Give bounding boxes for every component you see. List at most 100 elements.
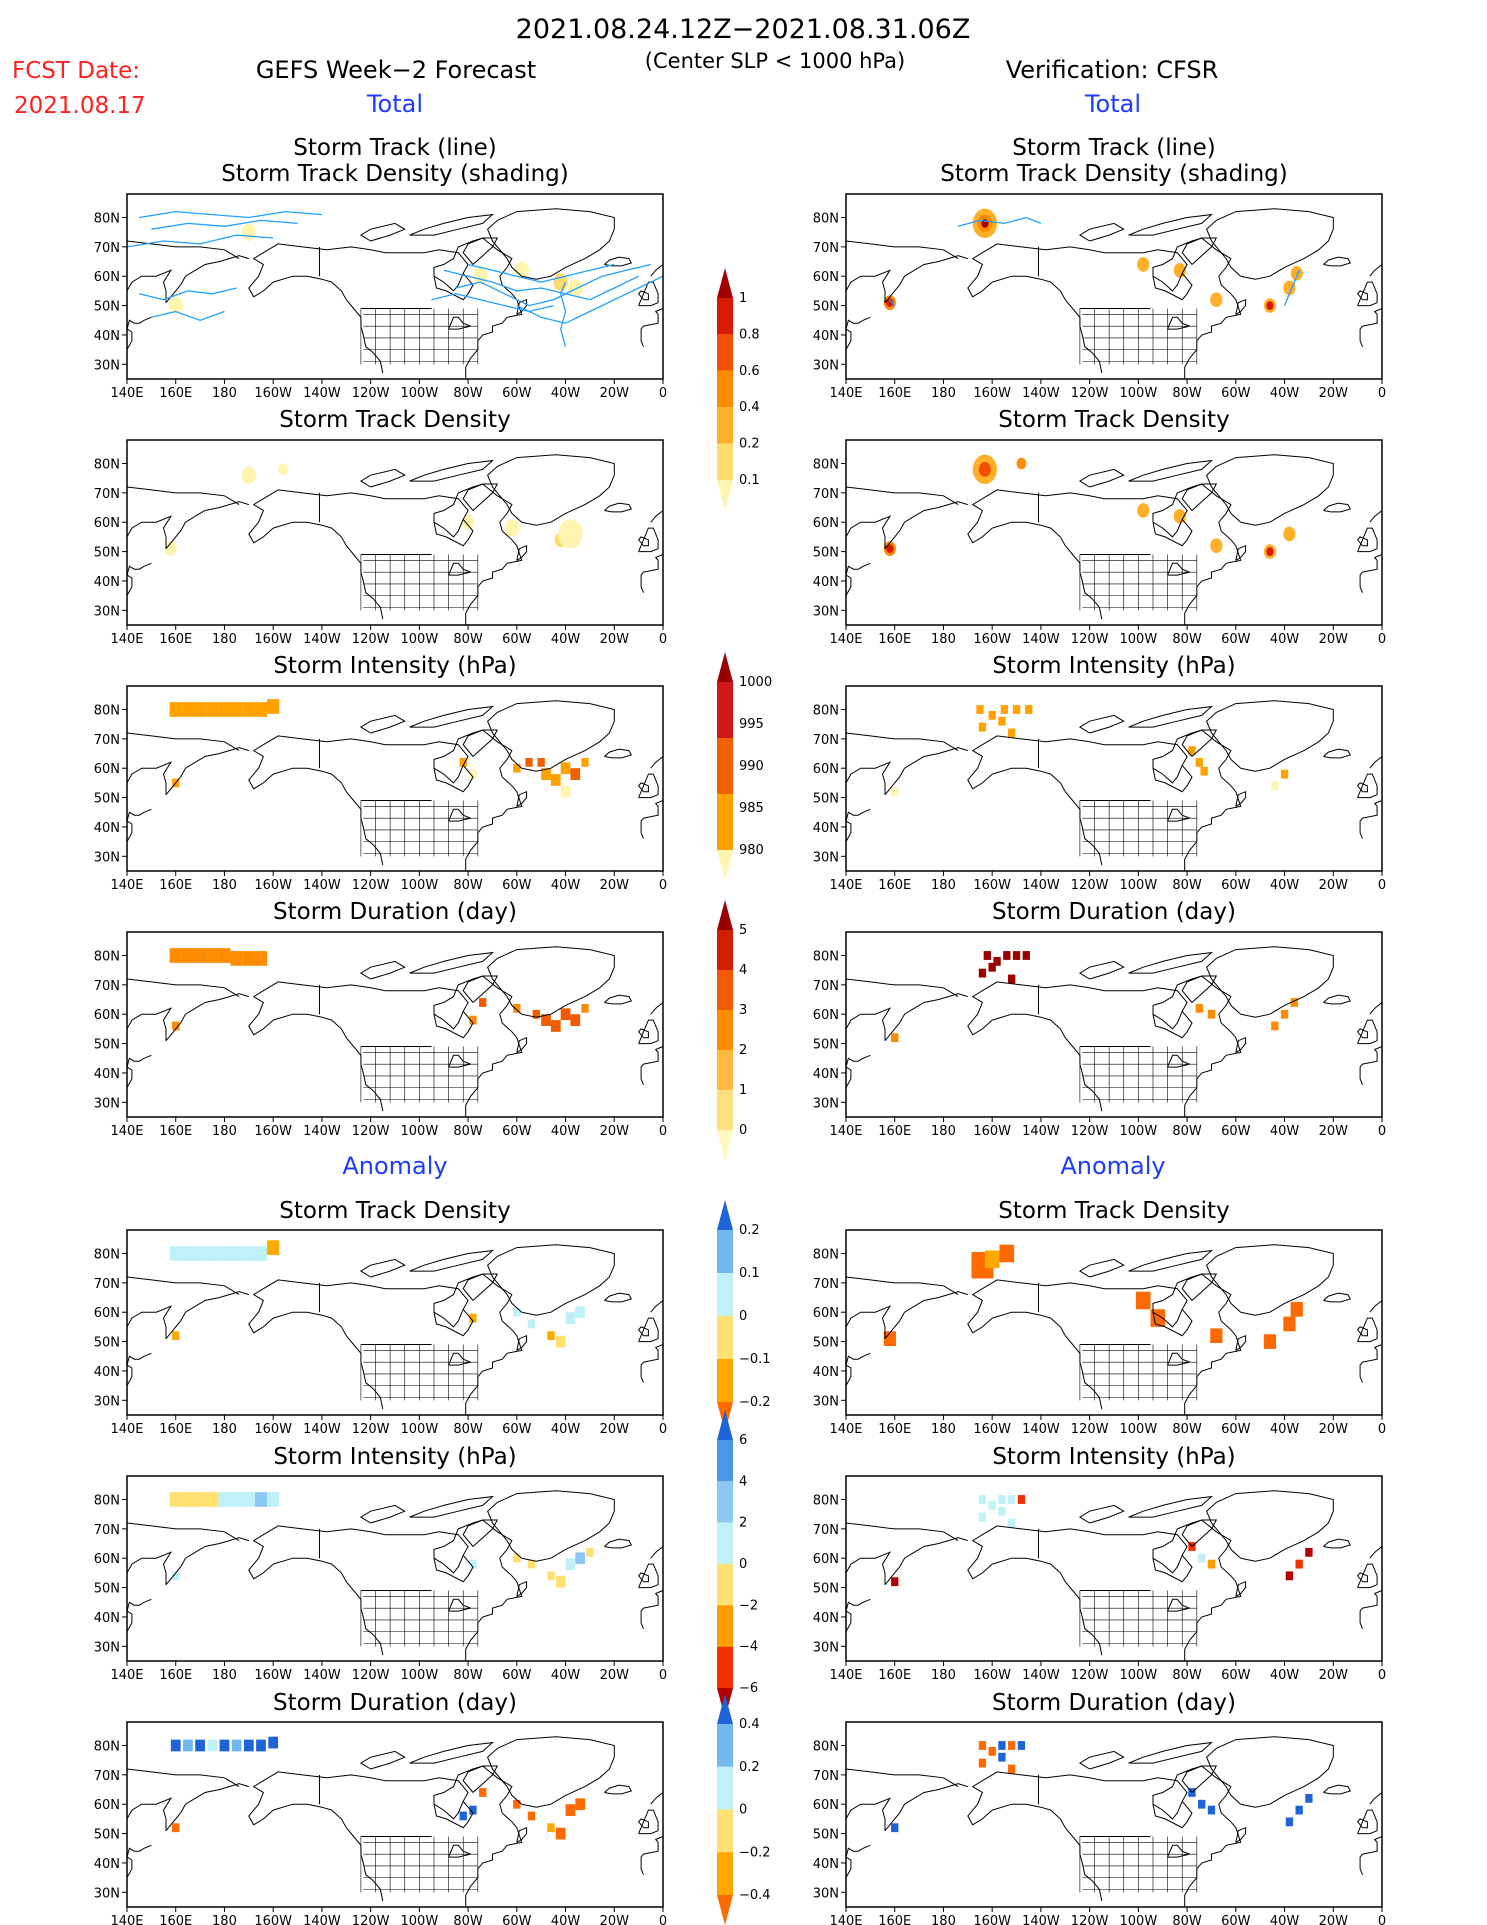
coastline <box>359 468 406 488</box>
lat-tick-label: 50N <box>813 792 839 807</box>
lon-tick-label: 80W <box>453 1124 483 1139</box>
grid-cell <box>1195 1003 1203 1013</box>
grid-cell <box>267 1240 280 1255</box>
lon-tick-label: 140E <box>110 1914 143 1925</box>
lon-tick-label: 160E <box>878 1422 911 1437</box>
grid-cell <box>527 1559 536 1569</box>
coastline <box>433 764 474 793</box>
lon-tick-label: 120W <box>1071 1124 1109 1139</box>
colorbar-segment <box>717 480 733 510</box>
lon-tick-label: 100W <box>1120 1668 1158 1683</box>
lon-tick-label: 60W <box>502 1124 532 1139</box>
lon-tick-label: 60W <box>1221 1668 1251 1683</box>
lon-tick-label: 120W <box>1071 1422 1109 1437</box>
lon-tick-label: 0 <box>659 1422 667 1437</box>
grid-cell <box>469 1313 477 1323</box>
grid-cell <box>459 1811 467 1821</box>
lon-tick-label: 120W <box>1071 878 1109 893</box>
lon-tick-label: 60W <box>1221 878 1251 893</box>
grid-cell <box>169 702 182 717</box>
panel-title-line1: Storm Track (line) <box>1012 135 1215 161</box>
colorbar-segment <box>717 900 733 930</box>
colorbar-label: 0.6 <box>739 364 760 379</box>
lon-tick-label: 140E <box>829 386 862 401</box>
colorbar-label: 0.2 <box>739 1760 760 1775</box>
verification-anomaly-label: Anomaly <box>1060 1152 1165 1180</box>
coastline <box>1235 1334 1247 1351</box>
grid-cell <box>513 1553 521 1563</box>
coastline <box>273 1557 384 1656</box>
lat-tick-label: 70N <box>813 733 839 748</box>
colorbar-segment <box>717 1440 733 1482</box>
lon-tick-label: 160W <box>254 1124 292 1139</box>
grid-cell <box>1295 1805 1303 1815</box>
panel-title: Storm Intensity (hPa) <box>992 1444 1235 1470</box>
coastline <box>359 1258 406 1278</box>
grid-cell <box>1280 769 1289 779</box>
lat-tick-label: 80N <box>94 1739 120 1754</box>
coastline <box>967 1273 1242 1415</box>
panel-cfsr-duration: Storm Duration (day) 140E 160E 180 160W 140W… <box>813 899 1386 1139</box>
coastline <box>1128 459 1214 482</box>
colorbar-label: 0 <box>739 1123 747 1138</box>
coastline <box>1323 994 1352 1005</box>
colorbar-label: −0.2 <box>739 1845 771 1860</box>
panel-cfsr-anom-duration: Storm Duration (day) 140E 160E 180 160W 140W… <box>813 1690 1386 1925</box>
grid-cell <box>1285 1571 1294 1581</box>
coastline <box>846 1844 871 1878</box>
coastline <box>248 729 523 871</box>
plot-background <box>846 440 1382 625</box>
coastline <box>1369 1792 1382 1805</box>
coastline <box>1323 256 1352 267</box>
panel-gefs-density: Storm Track Density 140E 160E 180 160W 140W 1… <box>94 407 667 647</box>
lon-tick-label: 40W <box>1270 878 1300 893</box>
lon-tick-label: 180 <box>931 1422 956 1437</box>
lat-tick-label: 50N <box>813 1828 839 1843</box>
lat-tick-label: 50N <box>94 546 120 561</box>
colorbar-segment <box>717 850 733 880</box>
lat-tick-label: 70N <box>813 241 839 256</box>
lon-tick-label: 40W <box>551 878 581 893</box>
grid-cell <box>984 1250 1000 1269</box>
colorbar-segment <box>717 1646 733 1688</box>
lat-tick-label: 80N <box>813 1493 839 1508</box>
coastline <box>1359 308 1382 347</box>
coastline <box>1128 213 1214 236</box>
lon-tick-label: 0 <box>1378 1668 1386 1683</box>
panel-gefs-anom-density: Storm Track Density 140E 160E 180 160W 140W 1… <box>94 1198 667 1437</box>
lon-tick-label: 80W <box>1172 632 1202 647</box>
lat-tick-label: 60N <box>813 1798 839 1813</box>
coastline <box>1369 1002 1382 1015</box>
lat-tick-label: 60N <box>94 1552 120 1567</box>
coastline <box>1356 782 1368 793</box>
grid-cell <box>1210 1328 1223 1344</box>
lon-tick-label: 20W <box>1319 878 1349 893</box>
lon-tick-label: 140W <box>1022 1124 1060 1139</box>
lon-tick-label: 0 <box>1378 878 1386 893</box>
lon-tick-label: 180 <box>212 1422 237 1437</box>
grid-cell <box>1188 746 1196 756</box>
grid-cell <box>207 1739 218 1752</box>
lon-tick-label: 120W <box>1071 1668 1109 1683</box>
grid-cell <box>575 1798 586 1811</box>
lat-tick-label: 80N <box>813 1247 839 1262</box>
grid-cell <box>1000 705 1009 714</box>
coastline <box>127 1522 240 1542</box>
coastline <box>1181 975 1218 1003</box>
colorbar-label: 1 <box>739 1083 747 1098</box>
grid-cell <box>1008 1764 1016 1774</box>
coastline <box>640 1590 663 1629</box>
coastline <box>1359 554 1382 593</box>
lat-tick-label: 70N <box>94 241 120 256</box>
lat-tick-label: 40N <box>813 1067 839 1082</box>
lon-tick-label: 160E <box>878 1124 911 1139</box>
grid-cell <box>1135 1291 1151 1310</box>
coastline <box>640 1344 663 1383</box>
lon-tick-label: 120W <box>352 878 390 893</box>
coastline <box>1206 1490 1334 1562</box>
grid-cell <box>1017 1495 1026 1504</box>
lat-tick-label: 40N <box>813 821 839 836</box>
lon-tick-label: 40W <box>1270 1668 1300 1683</box>
coastline <box>127 1054 152 1088</box>
plot-background <box>846 1476 1382 1661</box>
